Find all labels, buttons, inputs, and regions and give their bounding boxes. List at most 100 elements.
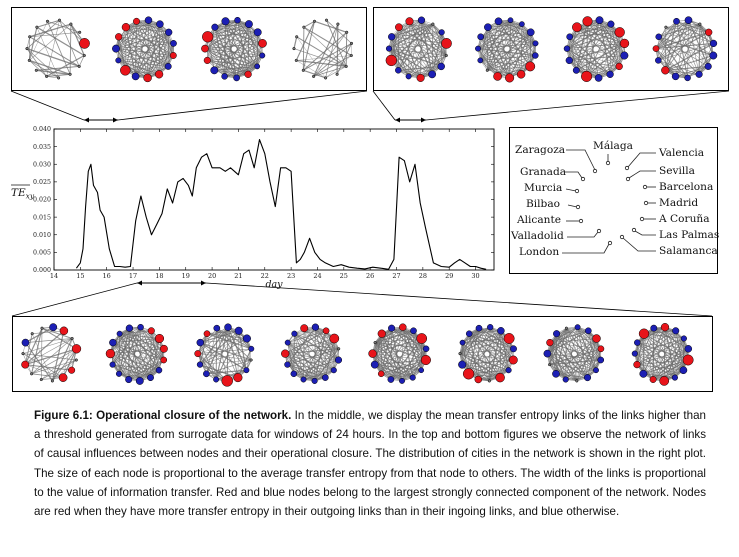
network-node [77, 64, 81, 68]
network-edge [303, 69, 326, 79]
network-node [516, 70, 526, 79]
network-node [143, 73, 152, 83]
network-node [147, 374, 154, 382]
network-edge [653, 327, 684, 339]
network-edge [125, 55, 174, 71]
network-edge [566, 328, 578, 381]
network-edge [569, 23, 612, 38]
network-edge [391, 19, 422, 38]
network-edge [665, 55, 714, 71]
network-edge [401, 359, 427, 382]
network-edge [391, 327, 427, 350]
connector-line [117, 90, 368, 121]
network-node [254, 63, 261, 70]
network-edge [636, 333, 645, 365]
network-edge [136, 21, 174, 56]
network-edge [587, 21, 620, 67]
network-node [35, 25, 39, 29]
city-label-salamanca: Salamanca [659, 245, 718, 257]
network-edge [643, 359, 689, 375]
network-edge [497, 20, 531, 67]
network-node [21, 352, 25, 356]
network-edge [380, 328, 393, 374]
network-edge [480, 36, 498, 77]
network-edge [549, 328, 567, 365]
network-node [258, 39, 267, 48]
network-node [660, 323, 670, 332]
network-edge [225, 21, 258, 33]
network-edge [225, 21, 263, 56]
network-graph [194, 323, 255, 387]
network-node [337, 347, 341, 351]
network-node [82, 53, 86, 58]
city-label-granada: Granada [520, 166, 567, 178]
network-edge [204, 23, 250, 50]
network-edge [204, 48, 237, 79]
network-node [321, 374, 329, 381]
network-edge [303, 43, 352, 71]
network-edge [374, 342, 403, 382]
network-edge [216, 327, 252, 361]
network-node [597, 356, 605, 364]
network-edge [118, 36, 148, 79]
network-edge [643, 333, 654, 380]
city-label-las-palmas: Las Palmas [659, 229, 720, 241]
network-edge [237, 330, 239, 378]
network-edge [313, 65, 347, 77]
network-node [444, 53, 448, 58]
network-edge [587, 20, 620, 33]
network-node [477, 33, 485, 41]
network-edge [390, 27, 400, 61]
network-node [565, 56, 573, 65]
network-edge [31, 373, 64, 379]
network-edge [599, 19, 620, 67]
network-edge [158, 24, 161, 75]
network-edge [199, 342, 217, 380]
network-edge [287, 342, 304, 380]
network-edge [112, 326, 142, 365]
network-node [418, 367, 425, 374]
network-node [291, 330, 298, 337]
network-edge [486, 21, 499, 71]
network-node [284, 361, 291, 368]
network-node [671, 72, 680, 81]
network-edge [227, 326, 247, 371]
network-edge [469, 333, 514, 350]
network-edge [374, 326, 404, 344]
network-node [553, 330, 561, 338]
network-edge [576, 69, 611, 75]
network-edge [555, 359, 601, 375]
network-node [709, 39, 718, 48]
network-edge [204, 48, 249, 75]
network-edge [576, 23, 611, 28]
network-edge [46, 76, 59, 79]
network-node [164, 62, 172, 70]
network-edge [549, 342, 567, 380]
network-edge [140, 327, 160, 371]
x-tick-label: 30 [471, 272, 479, 280]
network-node [474, 375, 483, 384]
network-node [543, 349, 552, 358]
network-node [78, 30, 82, 34]
network-edge [51, 338, 73, 382]
network-edge [29, 32, 80, 38]
network-graph [563, 16, 630, 82]
network-edge [197, 353, 217, 380]
network-edge [674, 330, 676, 378]
network-edge [658, 21, 677, 38]
network-node [595, 16, 604, 25]
network-edge [480, 31, 531, 38]
network-edge [345, 32, 348, 67]
city-label-a-coruna: A Coruña [659, 213, 710, 225]
network-edge [682, 338, 685, 371]
network-edge [118, 328, 131, 374]
network-node [505, 73, 515, 83]
network-edge [634, 330, 676, 354]
network-node [203, 56, 211, 64]
network-edge [303, 20, 315, 28]
network-edge [658, 32, 709, 38]
network-node [532, 40, 539, 47]
network-node [659, 376, 670, 386]
network-edge [26, 48, 47, 77]
network-edge [676, 21, 700, 75]
